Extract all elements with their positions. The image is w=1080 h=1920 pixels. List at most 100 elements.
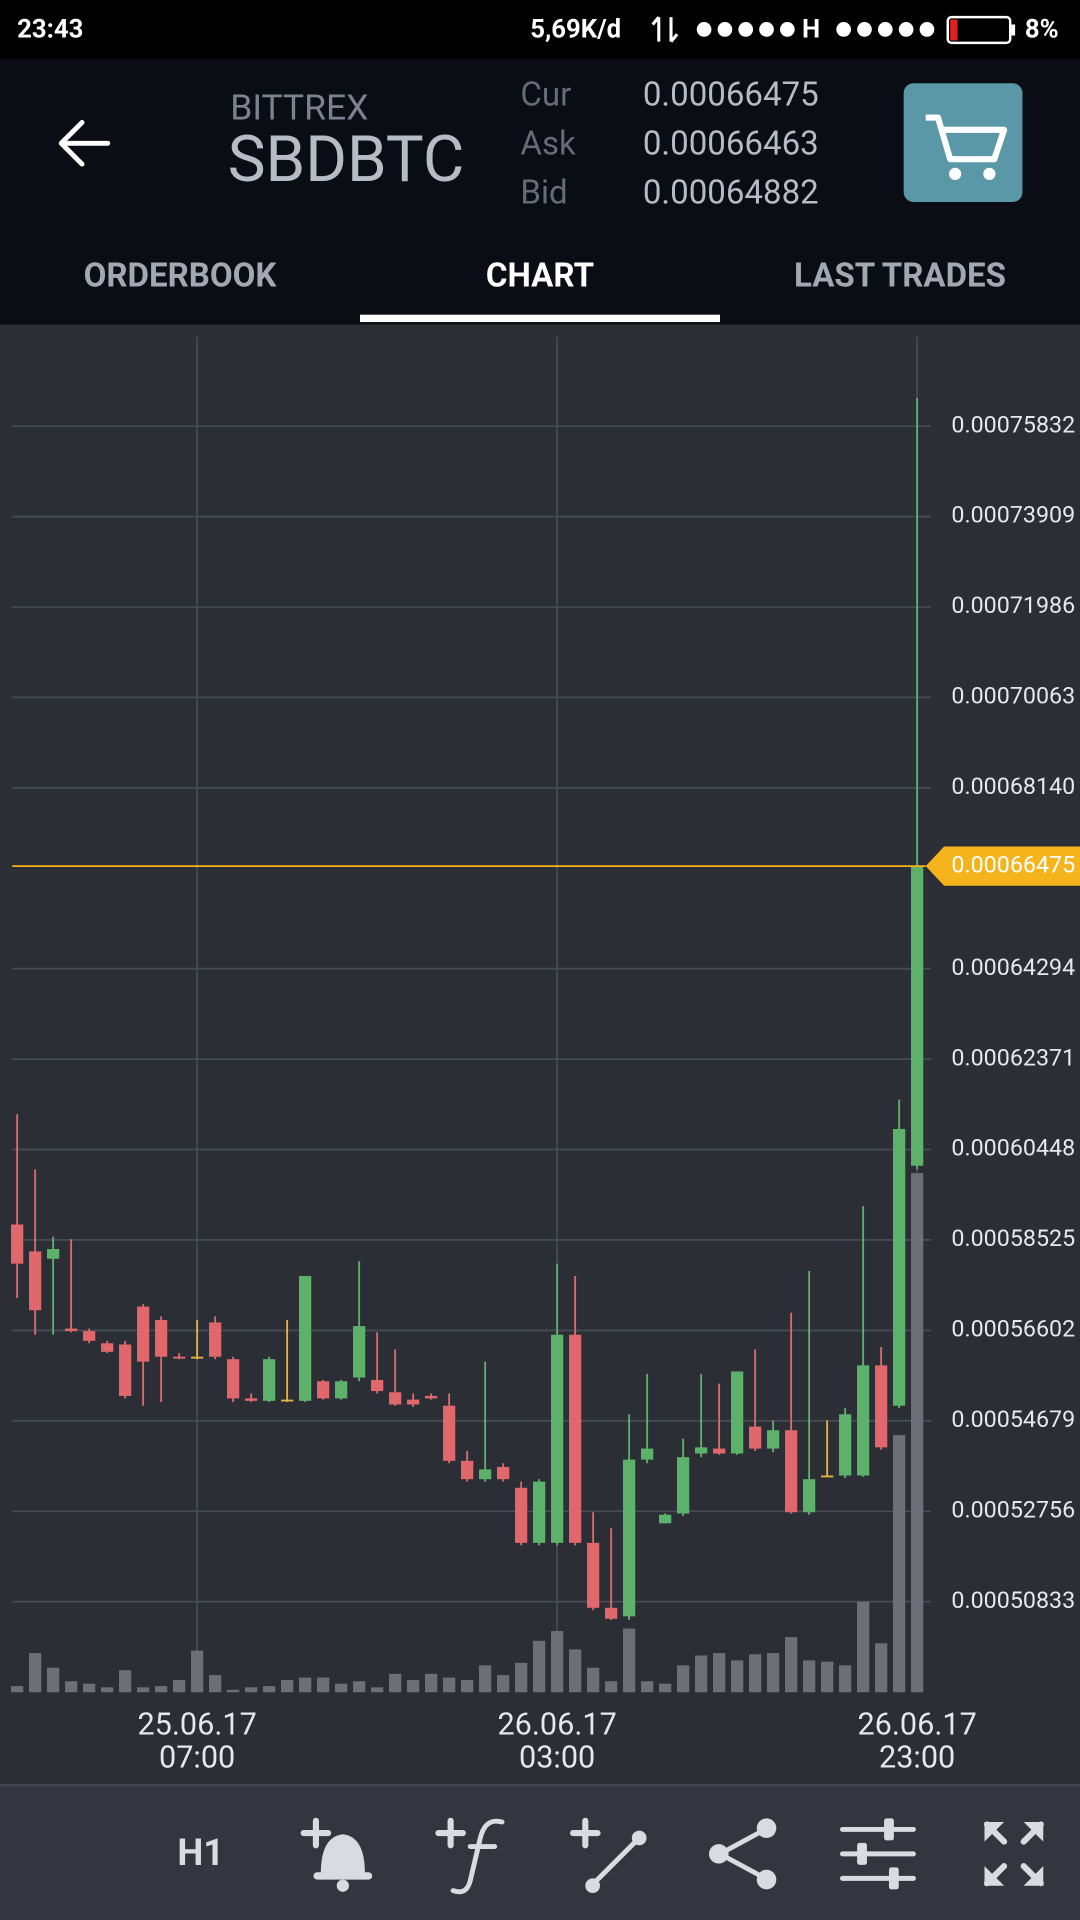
- volume-bar: [515, 1662, 528, 1693]
- volume-bar: [785, 1637, 798, 1693]
- volume-bar: [659, 1683, 672, 1693]
- quote-value: 0.00066463: [643, 124, 819, 163]
- volume-bar: [263, 1686, 276, 1693]
- draw-button[interactable]: [570, 1817, 647, 1894]
- volume-bar: [353, 1681, 366, 1693]
- quote-label: Ask: [520, 124, 576, 163]
- candle-body: [425, 1395, 438, 1399]
- candle-body: [155, 1320, 168, 1357]
- candle-body: [605, 1607, 618, 1619]
- volume-bar: [29, 1653, 42, 1693]
- candle-body: [641, 1448, 654, 1460]
- tab[interactable]: CHART: [486, 257, 594, 296]
- toolbar: [0, 1785, 1080, 1920]
- candle-body: [83, 1331, 96, 1341]
- volume-bar: [299, 1677, 312, 1693]
- candle-body: [29, 1251, 42, 1311]
- volume-bar: [335, 1683, 348, 1693]
- volume-bar: [461, 1680, 474, 1693]
- volume-bar: [227, 1689, 240, 1693]
- indicator-button[interactable]: [435, 1817, 505, 1895]
- tabs: ORDERBOOK CHART LAST TRADES: [84, 257, 1006, 323]
- volume-bar: [83, 1683, 96, 1693]
- y-tick-label: 0.00064294: [951, 953, 1075, 981]
- candle-body: [119, 1344, 132, 1396]
- pair-name: SBDBTC: [228, 122, 465, 197]
- y-tick-label: 0.00070063: [951, 682, 1075, 710]
- candle-body: [191, 1356, 204, 1359]
- candle-body: [767, 1430, 780, 1449]
- back-button[interactable]: [58, 120, 111, 167]
- candle-body: [137, 1306, 150, 1362]
- candle-body: [551, 1334, 564, 1543]
- share-button[interactable]: [708, 1818, 777, 1890]
- volume-bar: [479, 1665, 492, 1693]
- candle-body: [263, 1359, 276, 1401]
- interval-button[interactable]: H1: [177, 1831, 224, 1874]
- candle-body: [515, 1487, 528, 1543]
- volume-bar: [731, 1660, 744, 1693]
- volume-bar: [119, 1670, 132, 1693]
- candle-body: [497, 1466, 510, 1480]
- volume-bar: [533, 1640, 546, 1693]
- candle-body: [839, 1414, 852, 1476]
- header: [0, 58, 1080, 325]
- quote-label: Cur: [520, 75, 571, 114]
- candle-body: [785, 1430, 798, 1513]
- candle-body: [299, 1275, 312, 1401]
- candle-body: [533, 1481, 546, 1543]
- x-tick-label: 26.06.17 23:00: [857, 1708, 976, 1776]
- candle-body: [749, 1426, 762, 1449]
- candle-body: [245, 1398, 258, 1401]
- volume-bar: [695, 1655, 708, 1693]
- quote-value: 0.00066475: [643, 75, 819, 114]
- volume-bar: [893, 1435, 906, 1693]
- quote-label: Bid: [520, 173, 567, 212]
- volume-bar: [875, 1643, 888, 1693]
- volume-bar: [749, 1654, 762, 1693]
- candle-body: [461, 1460, 474, 1480]
- chart: 0.00075832 0.00073909 0.00071986 0.00070063…: [11, 336, 1080, 1776]
- volume-bar: [407, 1680, 420, 1693]
- volume-bar: [443, 1677, 456, 1693]
- candle-body: [335, 1381, 348, 1399]
- battery-icon: [946, 15, 1016, 45]
- status-battery: 8%: [1025, 14, 1059, 44]
- status-time: 23:43: [17, 14, 83, 44]
- y-tick-label: 0.00052756: [951, 1495, 1075, 1523]
- candle-body: [893, 1128, 906, 1406]
- volume-bar: [641, 1681, 654, 1693]
- fullscreen-button[interactable]: [983, 1821, 1044, 1887]
- candle-body: [569, 1334, 582, 1543]
- volume-bar: [173, 1680, 186, 1693]
- tab[interactable]: LAST TRADES: [794, 257, 1006, 296]
- candle-body: [281, 1399, 294, 1402]
- volume-bar: [587, 1667, 600, 1693]
- volume-bar: [623, 1628, 636, 1693]
- toolbar-icons: [300, 1817, 1044, 1895]
- volume-bar: [389, 1673, 402, 1693]
- tab-indicator: [360, 314, 720, 323]
- candle-body: [677, 1457, 690, 1514]
- quote-value: 0.00064882: [643, 173, 819, 212]
- alert-button[interactable]: [300, 1817, 373, 1892]
- volume-bar: [551, 1631, 564, 1693]
- candle-body: [587, 1542, 600, 1608]
- volume-bar: [191, 1650, 204, 1693]
- cart-button[interactable]: [903, 83, 1023, 203]
- settings-button[interactable]: [840, 1818, 916, 1890]
- candle-body: [353, 1326, 366, 1378]
- volume-bar: [767, 1653, 780, 1693]
- volume-bar: [803, 1660, 816, 1693]
- volume-bar: [209, 1675, 222, 1693]
- candle-body: [623, 1459, 636, 1617]
- candle-body: [407, 1399, 420, 1405]
- candle-body: [857, 1365, 870, 1476]
- y-tick-label: 0.00068140: [951, 772, 1075, 800]
- volume-bar: [65, 1681, 78, 1693]
- status-icons: [651, 16, 935, 43]
- tab[interactable]: ORDERBOOK: [84, 257, 278, 296]
- volume-bar: [101, 1687, 114, 1693]
- status-carrier: H: [802, 14, 820, 44]
